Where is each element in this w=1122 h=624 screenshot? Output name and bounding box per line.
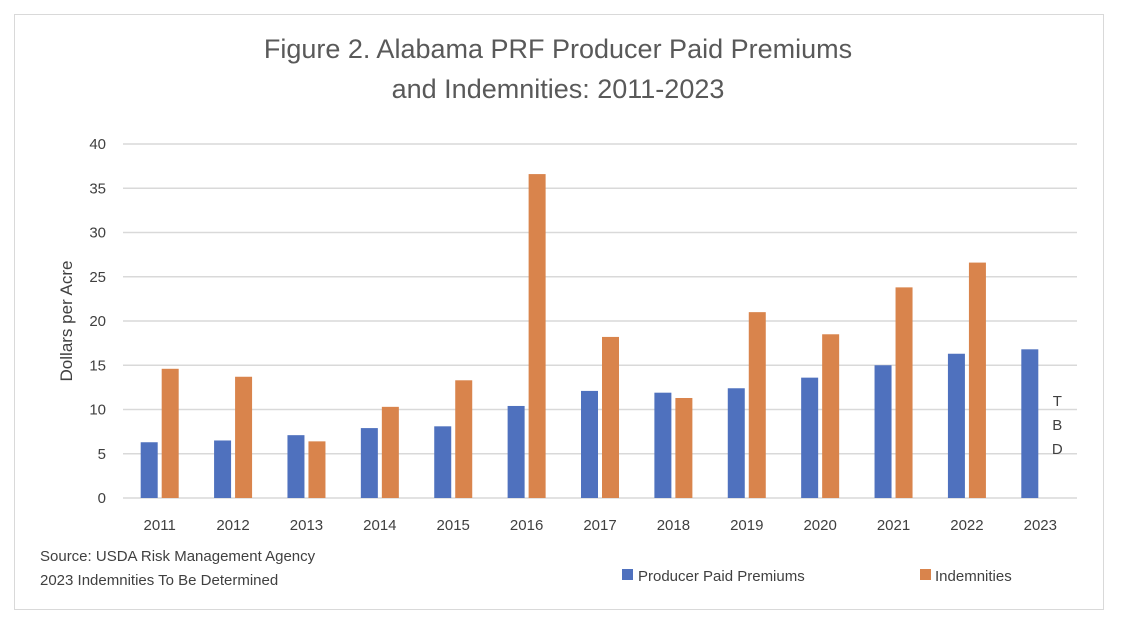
tbd-letter: B [1052, 417, 1062, 434]
y-tick-label: 25 [89, 269, 106, 286]
bar-indemnities-2014 [381, 406, 399, 498]
chart-frame [14, 14, 1104, 610]
bar-indemnities-2019 [748, 312, 766, 498]
bar-premiums-2022 [947, 353, 965, 498]
bar-indemnities-2022 [968, 262, 986, 498]
y-tick-label: 20 [89, 313, 106, 330]
x-tick-label: 2021 [877, 517, 910, 534]
y-axis-label: Dollars per Acre [57, 261, 76, 382]
bar-premiums-2016 [507, 405, 525, 498]
x-tick-label: 2023 [1024, 517, 1057, 534]
legend-label-premiums: Producer Paid Premiums [638, 568, 805, 585]
chart-title-line-2: and Indemnities: 2011-2023 [392, 74, 725, 104]
x-tick-label: 2013 [290, 517, 323, 534]
x-tick-label: 2022 [950, 517, 983, 534]
x-tick-label: 2018 [657, 517, 690, 534]
bar-premiums-2015 [434, 426, 452, 498]
bar-premiums-2011 [140, 442, 158, 498]
tbd-letter: D [1052, 441, 1063, 458]
bar-premiums-2023 [1021, 349, 1039, 498]
bar-premiums-2018 [654, 392, 672, 498]
y-tick-label: 0 [98, 490, 106, 507]
bar-premiums-2012 [214, 440, 232, 498]
y-tick-label: 15 [89, 357, 106, 374]
bar-indemnities-2017 [602, 336, 619, 498]
x-tick-label: 2019 [730, 517, 763, 534]
bar-premiums-2013 [287, 435, 305, 498]
bar-premiums-2021 [874, 365, 892, 498]
y-tick-label: 40 [89, 136, 106, 153]
bar-indemnities-2016 [528, 174, 546, 498]
legend-label-indemnities: Indemnities [935, 568, 1012, 585]
indemnity-note: 2023 Indemnities To Be Determined [40, 572, 278, 589]
bar-premiums-2019 [727, 388, 745, 498]
bar-indemnities-2020 [822, 334, 840, 498]
legend-swatch-premiums [622, 569, 633, 580]
y-tick-label: 30 [89, 225, 106, 242]
y-tick-label: 35 [89, 180, 106, 197]
bar-indemnities-2015 [455, 380, 473, 498]
bar-premiums-2020 [801, 377, 819, 498]
bar-premiums-2014 [360, 428, 378, 498]
y-tick-label: 10 [89, 402, 106, 419]
x-tick-label: 2014 [363, 517, 396, 534]
chart-title-line-1: Figure 2. Alabama PRF Producer Paid Prem… [264, 34, 852, 64]
legend-swatch-indemnities [920, 569, 931, 580]
legend: Producer Paid Premiums Indemnities [622, 568, 1012, 585]
y-tick-label: 5 [98, 446, 106, 463]
x-tick-label: 2012 [216, 517, 249, 534]
bar-indemnities-2021 [895, 287, 913, 498]
source-note: Source: USDA Risk Management Agency [40, 548, 316, 565]
x-tick-label: 2011 [144, 517, 176, 534]
x-tick-label: 2017 [583, 517, 616, 534]
x-tick-label: 2015 [437, 517, 470, 534]
bar-indemnities-2011 [161, 368, 179, 498]
x-tick-label: 2016 [510, 517, 543, 534]
bar-indemnities-2013 [308, 441, 326, 498]
x-tick-label: 2020 [803, 517, 836, 534]
bar-premiums-2017 [581, 390, 598, 498]
bar-indemnities-2012 [235, 376, 253, 498]
tbd-letter: T [1053, 393, 1062, 410]
bar-indemnities-2018 [675, 397, 693, 498]
